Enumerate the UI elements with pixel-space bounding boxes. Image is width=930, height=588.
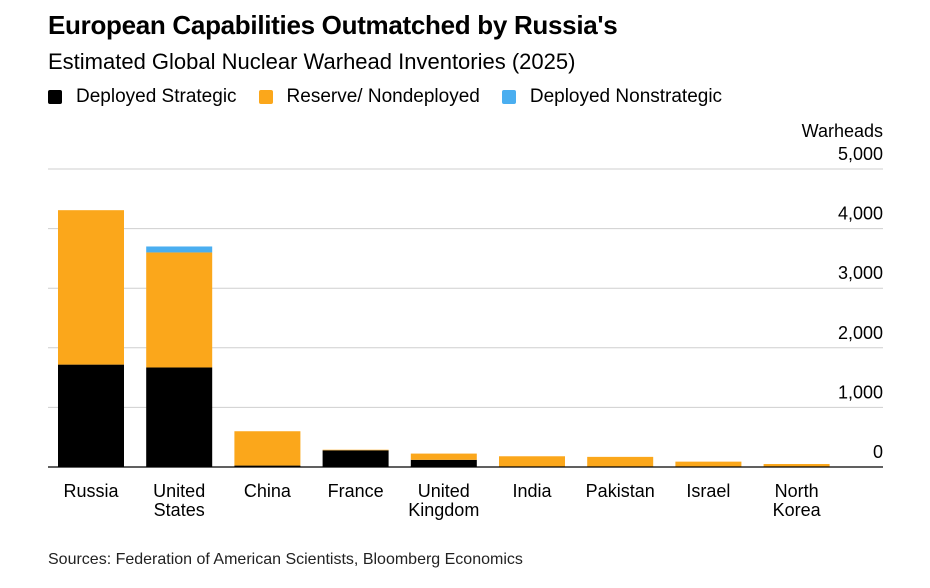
y-tick-label: 3,000 xyxy=(838,263,883,283)
bar-segment xyxy=(146,367,213,467)
legend-swatch-reserve-nondeployed xyxy=(258,90,273,104)
chart-title: European Capabilities Outmatched by Russ… xyxy=(48,10,618,40)
bar-segment xyxy=(58,210,124,365)
legend-label-deployed-strategic: Deployed Strategic xyxy=(76,86,237,107)
y-axis: Warheads 0 1,000 2,000 3,000 4,000 5,000 xyxy=(802,121,883,462)
bar-segment xyxy=(234,431,301,466)
y-tick-label: 0 xyxy=(873,442,883,462)
legend: Deployed Strategic Reserve/ Nondeployed … xyxy=(48,86,744,108)
y-tick-label: 5,000 xyxy=(838,144,883,164)
bar-segment xyxy=(58,364,124,467)
bar-chart: Warheads 0 1,000 2,000 3,000 4,000 5,000 Russ… xyxy=(48,121,883,520)
x-tick-label: Russia xyxy=(63,481,119,501)
x-tick-label: India xyxy=(512,481,552,501)
bar-segment xyxy=(322,449,389,451)
source-note: Sources: Federation of American Scientis… xyxy=(48,551,523,568)
bar-segment xyxy=(499,456,565,467)
bar-segment xyxy=(410,453,477,460)
legend-label-reserve-nondeployed: Reserve/ Nondeployed xyxy=(286,86,480,107)
bar-segment xyxy=(322,450,389,467)
x-tick-label: United Kingdom xyxy=(408,481,479,520)
bar-segment xyxy=(675,461,742,467)
x-tick-label: Israel xyxy=(686,481,730,501)
legend-swatch-deployed-strategic xyxy=(48,90,62,104)
chart-subtitle: Estimated Global Nuclear Warhead Invento… xyxy=(48,49,576,74)
bar-segment xyxy=(763,464,830,467)
x-tick-label: United States xyxy=(153,481,205,520)
legend-swatch-deployed-nonstrategic xyxy=(501,90,516,104)
x-tick-label: China xyxy=(244,481,292,501)
bar-segment xyxy=(587,456,654,467)
x-tick-label: Pakistan xyxy=(586,481,655,501)
legend-label-deployed-nonstrategic: Deployed Nonstrategic xyxy=(529,86,723,107)
y-axis-label: Warheads xyxy=(802,121,883,141)
x-axis: Russia United States China France United Kingd… xyxy=(48,466,883,520)
x-tick-label: North Korea xyxy=(773,481,822,520)
y-tick-label: 2,000 xyxy=(838,323,883,343)
y-tick-label: 4,000 xyxy=(838,204,883,224)
legend-item-deployed-nonstrategic: Deployed Nonstrategic xyxy=(501,86,723,108)
y-tick-label: 1,000 xyxy=(838,382,883,402)
bars xyxy=(58,210,830,467)
bar-segment xyxy=(146,246,213,253)
legend-item-deployed-strategic: Deployed Strategic xyxy=(48,86,237,108)
legend-item-reserve-nondeployed: Reserve/ Nondeployed xyxy=(258,86,480,108)
bar-segment xyxy=(410,459,477,467)
bar-segment xyxy=(234,465,301,467)
bar-segment xyxy=(146,252,213,368)
x-tick-label: France xyxy=(328,481,384,501)
